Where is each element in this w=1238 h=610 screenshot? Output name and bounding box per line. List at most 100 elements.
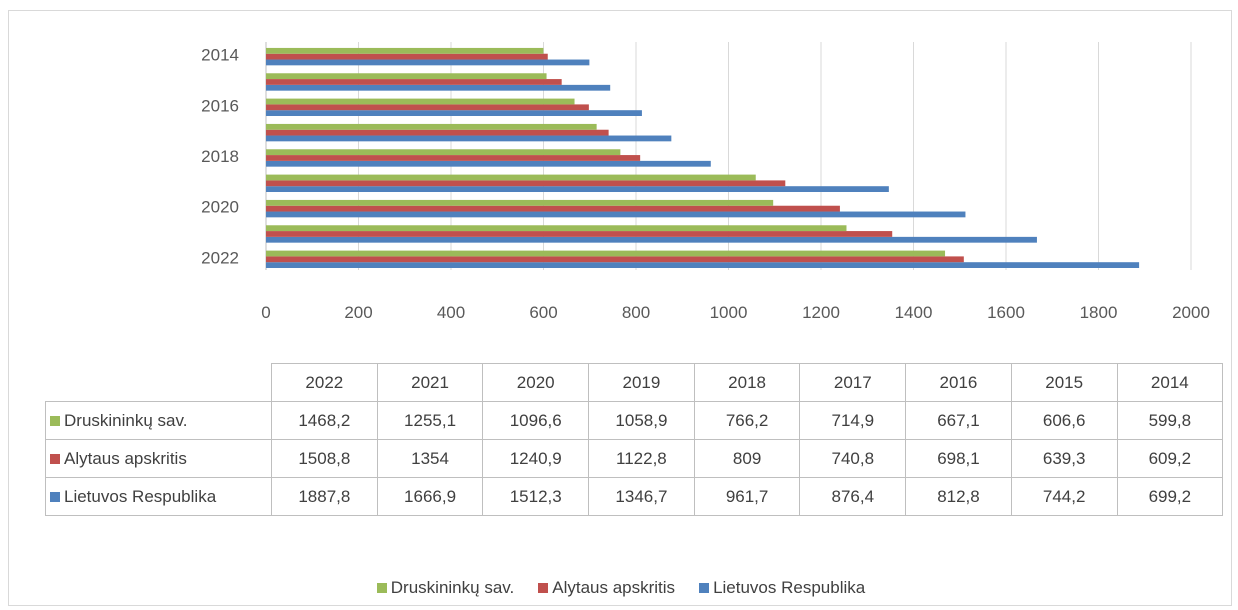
legend-swatch	[699, 583, 710, 593]
table-cell: 1666,9	[376, 477, 484, 516]
legend-swatch	[376, 583, 387, 593]
table-cell: 1346,7	[588, 477, 695, 516]
table-cell: 766,2	[693, 401, 801, 440]
table-cell: 1512,3	[482, 477, 590, 516]
x-tick-label: 0	[261, 303, 270, 322]
series-swatch	[50, 453, 60, 464]
table-row: Alytaus apskritis 1508,8 1354 1240,9 1122,8 8…	[45, 439, 1224, 478]
bar-9bbb59-2022	[266, 250, 946, 257]
table-cell: 639,3	[1010, 439, 1118, 478]
table-header-cell: 2022	[271, 363, 378, 402]
bar-9bbb59-2015	[266, 73, 547, 80]
table-row: Lietuvos Respublika 1887,8 1666,9 1512,3 134…	[45, 477, 1224, 516]
table-cell: 609,2	[1116, 439, 1224, 478]
table-cell: 667,1	[905, 401, 1012, 440]
table-cell: 1468,2	[271, 401, 378, 440]
data-table: 2022 2021 2020 2019 2018 2017 2016 2015 2014 Drus…	[45, 363, 1224, 516]
bar-c0504d-2020	[266, 205, 840, 212]
table-row: Druskininkų sav. 1468,2 1255,1 1096,6 1058,9…	[45, 401, 1224, 440]
table-cell: 740,8	[799, 439, 907, 478]
x-tick-label: 1800	[1080, 303, 1118, 322]
legend-label: Alytaus apskritis	[552, 578, 676, 597]
table-header-cell: 2020	[482, 363, 590, 402]
table-header-cell: 2018	[693, 363, 801, 402]
bar-c0504d-2021	[266, 231, 893, 237]
bar-9bbb59-2021	[266, 225, 847, 232]
table-header-cell: 2019	[588, 363, 695, 402]
bar-4f81bd-2017	[266, 135, 672, 142]
x-tick-label: 1200	[802, 303, 840, 322]
table-cell: 1240,9	[482, 439, 590, 478]
table-header-cell: 2016	[905, 363, 1012, 402]
y-tick-label: 2020	[201, 198, 239, 217]
bar-4f81bd-2021	[266, 236, 1037, 243]
table-cell: 1096,6	[482, 401, 590, 440]
y-tick-label: 2022	[201, 248, 239, 267]
bar-4f81bd-2014	[266, 59, 590, 66]
table-header-cell: 2014	[1116, 363, 1224, 402]
bar-c0504d-2018	[266, 155, 641, 161]
bar-9bbb59-2019	[266, 174, 756, 181]
x-tick-label: 2000	[1172, 303, 1210, 322]
bar-4f81bd-2020	[266, 211, 966, 218]
bar-c0504d-2014	[266, 53, 548, 60]
y-tick-label: 2016	[201, 96, 239, 115]
series-swatch	[50, 491, 60, 502]
bar-4f81bd-2022	[266, 262, 1140, 268]
bar-4f81bd-2018	[266, 160, 711, 167]
bar-4f81bd-2015	[266, 84, 611, 91]
y-tick-label: 2018	[201, 147, 239, 166]
chart-area: 2014 2016 2018 2020 2022 0 200 400 600 800 1000 120…	[201, 42, 1210, 322]
bar-9bbb59-2020	[266, 199, 774, 206]
table-cell: 698,1	[905, 439, 1012, 478]
table-cell: 1354	[376, 439, 484, 478]
chart-frame: 2014 2016 2018 2020 2022 0 200 400 600 800 1000 120…	[8, 10, 1232, 606]
table-row-header: Druskininkų sav.	[45, 401, 272, 440]
table-header-cell: 2017	[799, 363, 907, 402]
table-cell: 876,4	[799, 477, 907, 516]
table-cell: 744,2	[1010, 477, 1118, 516]
legend-label: Druskininkų sav.	[390, 578, 515, 597]
series-swatch	[50, 415, 60, 426]
x-tick-label: 1400	[895, 303, 933, 322]
bar-c0504d-2015	[266, 79, 562, 85]
legend-label: Lietuvos Respublika	[713, 578, 866, 597]
table-header-row: 2022 2021 2020 2019 2018 2017 2016 2015 2014	[45, 363, 1224, 402]
table-cell: 1508,8	[271, 439, 378, 478]
table-cell: 812,8	[905, 477, 1012, 516]
bar-4f81bd-2019	[266, 186, 889, 192]
bar-c0504d-2016	[266, 104, 589, 111]
table-row-header: Lietuvos Respublika	[45, 477, 272, 516]
bar-9bbb59-2014	[266, 47, 544, 54]
x-tick-label: 1600	[987, 303, 1025, 322]
table-cell: 1255,1	[376, 401, 484, 440]
table-cell: 606,6	[1010, 401, 1118, 440]
bar-9bbb59-2017	[266, 123, 597, 130]
bar-9bbb59-2016	[266, 98, 575, 105]
legend: Druskininkų sav. Alytaus apskritis Lietuvo…	[9, 578, 1233, 598]
table-cell: 1887,8	[271, 477, 378, 516]
bar-c0504d-2019	[266, 180, 786, 187]
x-tick-label: 1000	[710, 303, 748, 322]
table-cell: 599,8	[1116, 401, 1224, 440]
x-tick-label: 600	[529, 303, 557, 322]
bar-9bbb59-2018	[266, 149, 621, 156]
table-cell: 1122,8	[588, 439, 695, 478]
table-cell: 699,2	[1116, 477, 1224, 516]
x-tick-label: 800	[622, 303, 650, 322]
y-tick-label: 2014	[201, 46, 239, 65]
bar-c0504d-2022	[266, 256, 964, 263]
table-cell: 714,9	[799, 401, 907, 440]
table-corner-cell	[45, 363, 272, 402]
table-cell: 961,7	[693, 477, 801, 516]
legend-item: Alytaus apskritis	[538, 578, 675, 598]
legend-item: Druskininkų sav.	[376, 578, 515, 598]
bar-4f81bd-2016	[266, 110, 642, 116]
table-cell: 809	[693, 439, 801, 478]
table-header-cell: 2021	[376, 363, 484, 402]
x-tick-label: 400	[437, 303, 465, 322]
legend-swatch	[538, 583, 549, 593]
x-tick-label: 200	[344, 303, 372, 322]
table-row-header: Alytaus apskritis	[45, 439, 272, 478]
table-header-cell: 2015	[1010, 363, 1118, 402]
